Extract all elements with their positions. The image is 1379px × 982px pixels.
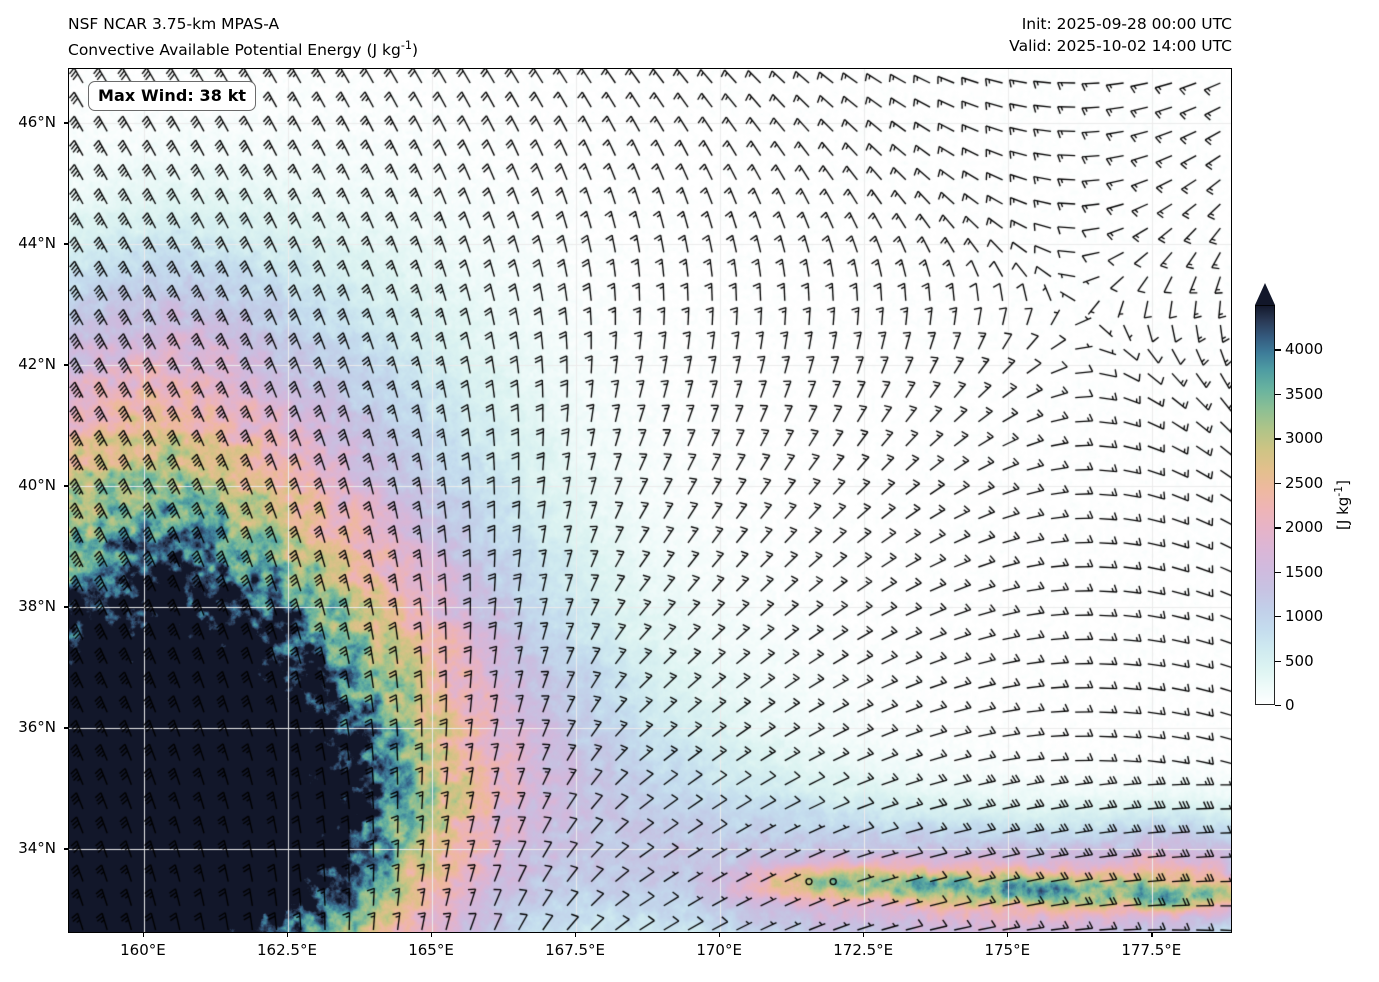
colorbar-tick [1275, 527, 1281, 529]
colorbar-tick [1275, 705, 1281, 707]
colorbar-tick [1275, 660, 1281, 662]
y-tick [64, 606, 68, 608]
colorbar-under-arrow [1255, 705, 1275, 727]
y-tick [64, 122, 68, 124]
y-tick-label: 42°N [18, 355, 56, 374]
colorbar-tick-label: 2500 [1285, 473, 1324, 492]
x-tick [431, 933, 433, 937]
y-tick [64, 243, 68, 245]
colorbar-tick-label: 500 [1285, 651, 1314, 670]
colorbar-unit-pre: [J kg [1334, 496, 1352, 530]
field-title: Convective Available Potential Energy (J… [68, 36, 418, 60]
colorbar-over-arrow [1255, 283, 1275, 305]
x-tick-label: 170°E [696, 941, 742, 959]
colorbar-tick-label: 1500 [1285, 562, 1324, 581]
colorbar-gradient [1255, 305, 1275, 705]
x-tick-label: 160°E [120, 941, 166, 959]
colorbar-tick [1275, 349, 1281, 351]
colorbar-tick [1275, 438, 1281, 440]
colorbar-tick [1275, 393, 1281, 396]
y-tick-label: 38°N [18, 597, 56, 616]
x-tick [1151, 933, 1153, 937]
x-tick-label: 177.5°E [1121, 941, 1182, 959]
x-tick-label: 172.5°E [833, 941, 894, 959]
x-tick-label: 162.5°E [257, 941, 317, 959]
y-tick-label: 36°N [18, 718, 56, 737]
y-tick-label: 46°N [18, 113, 56, 132]
y-tick [64, 848, 68, 850]
model-title: NSF NCAR 3.75-km MPAS-A [68, 15, 280, 33]
x-tick-label: 165°E [408, 941, 454, 959]
colorbar-tick-label: 3500 [1285, 384, 1324, 403]
max-wind-annotation: Max Wind: 38 kt [88, 81, 257, 111]
field-title-tail: ) [411, 41, 419, 60]
colorbar: 0 500 1000 1500 2000 2500 3000 3500 4000 [1255, 283, 1323, 727]
valid-time-label: Valid: 2025-10-02 14:00 UTC [1009, 37, 1232, 55]
colorbar-tick-label: 0 [1285, 696, 1295, 714]
colorbar-tick-label: 3000 [1285, 429, 1324, 448]
y-tick [64, 727, 68, 729]
colorbar-unit-exponent: -1 [1332, 485, 1345, 497]
colorbar-tick [1275, 616, 1281, 618]
colorbar-tick [1275, 482, 1281, 485]
colorbar-tick-label: 1000 [1285, 607, 1324, 626]
y-tick-label: 34°N [18, 839, 56, 858]
colorbar-tick-label: 2000 [1285, 518, 1324, 537]
colorbar-unit-label: [J kg-1] [1332, 480, 1352, 530]
field-title-exponent: -1 [400, 39, 412, 52]
field-title-text: Convective Available Potential Energy (J… [68, 41, 401, 60]
x-tick [142, 933, 145, 937]
colorbar-outline [1255, 305, 1275, 705]
wind-barb-overlay [69, 69, 1231, 932]
x-tick-label: 167.5°E [545, 941, 606, 959]
map-axes [68, 68, 1232, 933]
init-time-label: Init: 2025-09-28 00:00 UTC [1021, 15, 1232, 33]
y-tick-label: 44°N [18, 234, 56, 253]
x-tick [719, 933, 721, 937]
x-tick-label: 175°E [984, 941, 1031, 959]
y-tick [64, 485, 68, 487]
y-tick [64, 364, 68, 366]
x-tick [863, 933, 865, 937]
colorbar-unit-post: ] [1334, 480, 1352, 486]
colorbar-tick [1275, 571, 1281, 573]
x-tick [575, 933, 577, 937]
colorbar-tick-label: 4000 [1285, 340, 1324, 359]
y-tick-label: 40°N [18, 476, 56, 495]
x-tick [1007, 933, 1009, 937]
x-tick [286, 933, 289, 937]
